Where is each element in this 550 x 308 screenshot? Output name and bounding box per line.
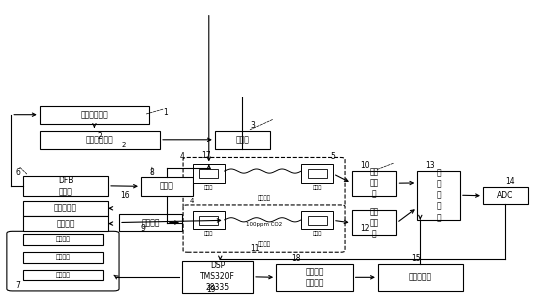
FancyBboxPatch shape: [23, 234, 103, 245]
Text: 3: 3: [250, 121, 255, 130]
Text: 4: 4: [179, 152, 184, 161]
FancyBboxPatch shape: [40, 106, 149, 124]
Text: DFB
激光器: DFB 激光器: [58, 176, 73, 196]
Text: 14: 14: [505, 177, 514, 186]
FancyBboxPatch shape: [23, 270, 103, 281]
FancyBboxPatch shape: [307, 169, 327, 179]
Text: 气液分离装置: 气液分离装置: [86, 135, 114, 144]
FancyBboxPatch shape: [301, 164, 333, 183]
Text: 输出端: 输出端: [312, 231, 322, 236]
Text: 19: 19: [207, 285, 216, 294]
FancyBboxPatch shape: [199, 169, 218, 179]
Text: 8: 8: [149, 168, 154, 176]
FancyBboxPatch shape: [23, 176, 108, 196]
Text: 输出端: 输出端: [312, 185, 322, 190]
Text: 海水采样装置: 海水采样装置: [80, 110, 108, 119]
Text: ADC: ADC: [497, 191, 514, 200]
Text: 热电制冷器: 热电制冷器: [54, 204, 77, 213]
FancyBboxPatch shape: [182, 261, 253, 293]
Text: 锁相放大器: 锁相放大器: [409, 273, 432, 282]
Text: 1: 1: [163, 108, 168, 117]
Text: 输入端: 输入端: [204, 185, 213, 190]
FancyBboxPatch shape: [378, 264, 463, 291]
Text: 输入端: 输入端: [204, 231, 213, 236]
Text: 100ppm CO2: 100ppm CO2: [246, 222, 282, 227]
Text: 12: 12: [360, 224, 369, 233]
FancyBboxPatch shape: [183, 157, 345, 207]
FancyBboxPatch shape: [119, 214, 182, 231]
Text: 分束器: 分束器: [160, 182, 174, 191]
FancyBboxPatch shape: [23, 201, 108, 216]
Text: 17: 17: [201, 151, 211, 160]
Text: 参考气室: 参考气室: [257, 241, 271, 247]
FancyBboxPatch shape: [23, 252, 103, 263]
Text: 2: 2: [97, 132, 102, 141]
Text: 6: 6: [15, 168, 20, 177]
FancyBboxPatch shape: [193, 164, 224, 183]
Text: 4: 4: [190, 198, 195, 204]
Text: 成样气室: 成样气室: [257, 196, 271, 201]
Text: 15: 15: [411, 254, 420, 263]
Text: 9: 9: [141, 224, 146, 233]
Text: 信号产生: 信号产生: [56, 254, 70, 260]
FancyBboxPatch shape: [417, 171, 460, 220]
FancyBboxPatch shape: [199, 216, 218, 225]
Text: 干燥管: 干燥管: [235, 135, 249, 144]
Text: 参考信号
产生模块: 参考信号 产生模块: [305, 267, 323, 287]
Text: 10: 10: [360, 161, 370, 170]
FancyBboxPatch shape: [7, 231, 119, 291]
Text: 7: 7: [15, 281, 20, 290]
Text: 光电
探测
器: 光电 探测 器: [370, 207, 378, 238]
FancyBboxPatch shape: [483, 187, 528, 204]
Text: 2: 2: [122, 141, 126, 148]
FancyBboxPatch shape: [276, 264, 353, 291]
FancyBboxPatch shape: [183, 205, 345, 252]
FancyBboxPatch shape: [23, 216, 108, 231]
FancyBboxPatch shape: [351, 171, 397, 196]
Text: 光衰减器: 光衰减器: [141, 218, 159, 227]
Text: DSP
TMS320F
28335: DSP TMS320F 28335: [200, 261, 235, 292]
Text: 18: 18: [292, 254, 301, 263]
FancyBboxPatch shape: [307, 216, 327, 225]
Text: 5: 5: [330, 152, 335, 161]
FancyBboxPatch shape: [141, 177, 193, 196]
Text: 13: 13: [426, 161, 435, 170]
Text: 温度控制: 温度控制: [56, 237, 70, 242]
FancyBboxPatch shape: [351, 210, 397, 236]
Text: 光电
探测
器: 光电 探测 器: [370, 168, 378, 199]
FancyBboxPatch shape: [193, 211, 224, 229]
Text: 16: 16: [120, 191, 130, 200]
FancyBboxPatch shape: [301, 211, 333, 229]
Text: 11: 11: [250, 244, 260, 253]
Text: 差
分
放
大
器: 差 分 放 大 器: [436, 168, 441, 222]
Text: 温度采集: 温度采集: [56, 272, 70, 278]
FancyBboxPatch shape: [215, 131, 270, 149]
Text: 热敏电阻: 热敏电阻: [57, 219, 75, 228]
FancyBboxPatch shape: [40, 131, 160, 149]
